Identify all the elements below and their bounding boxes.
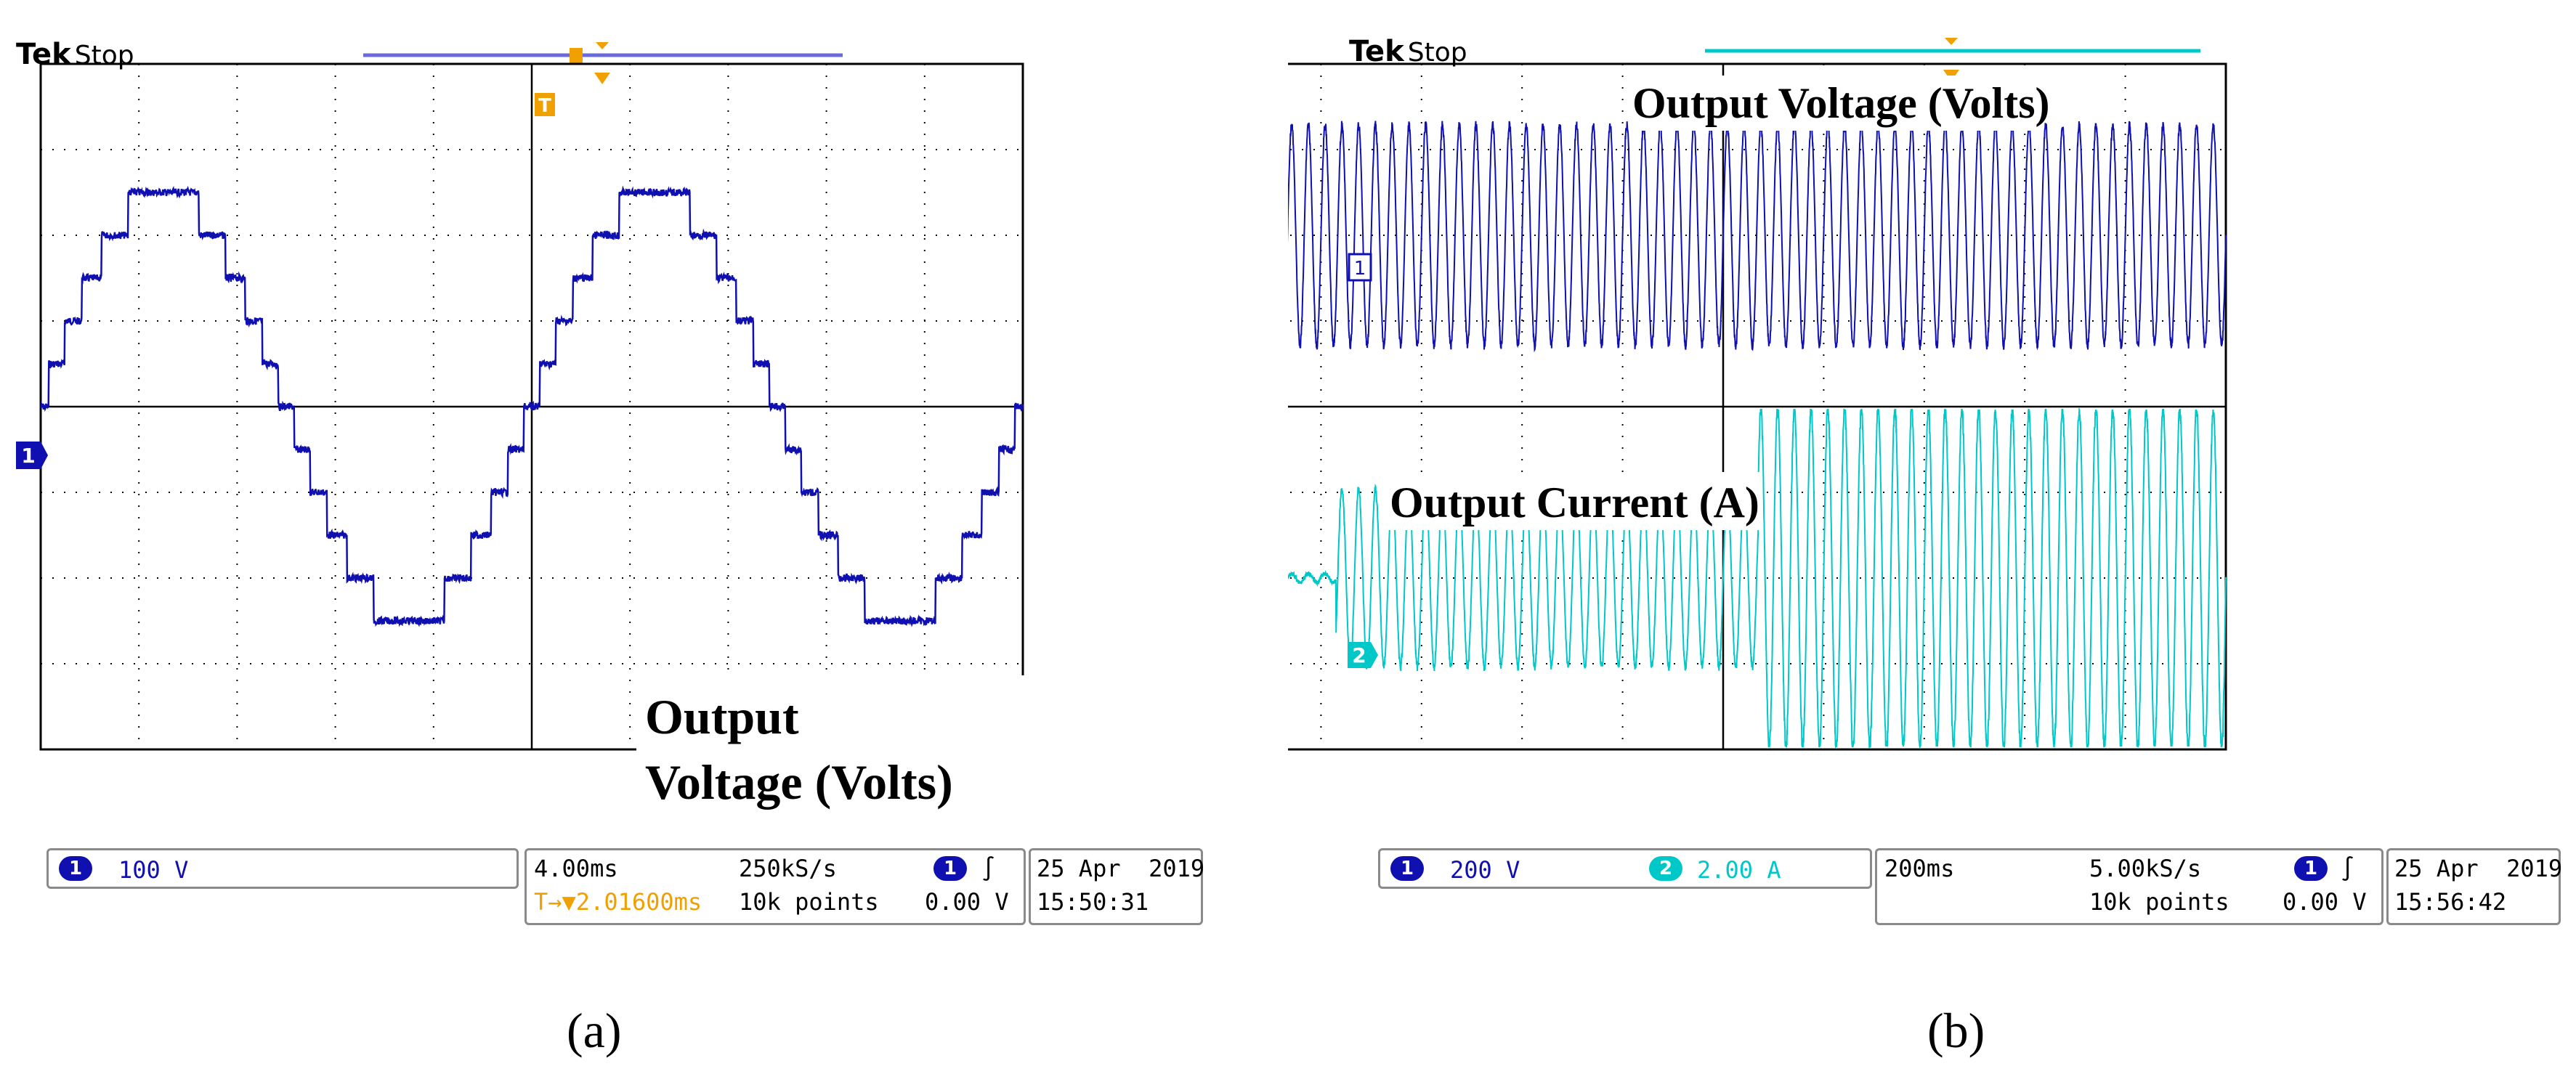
ch1-ground-marker-b: 1 <box>1348 253 1372 282</box>
acquisition-state: Stop <box>74 41 134 70</box>
output-voltage-label-line2: Voltage (Volts) <box>645 754 953 810</box>
record-length: 10k points <box>739 888 879 916</box>
record-length: 10k points <box>2089 888 2229 916</box>
trigger-level: 0.00 V <box>925 888 1009 916</box>
timebase-box-b: 200ms 5.00kS/s 10k points 1 ∫ 0.00 V <box>1875 848 2383 925</box>
label-backdrop-b1 <box>1629 76 2036 131</box>
output-voltage-label-line1: Output <box>645 689 799 744</box>
ch1-waveform <box>1288 119 2227 353</box>
ch2-trace-b <box>1288 407 2227 749</box>
caption-a: (a) <box>567 1003 622 1058</box>
ch1-scale: 200 V <box>1450 856 1520 884</box>
ch1-scale-box-a: 1 100 V <box>46 848 519 889</box>
ch1-badge: 1 <box>59 856 92 881</box>
timebase: 4.00ms <box>534 855 618 882</box>
label-backdrop-a <box>636 675 1029 842</box>
tek-header-b: Tek Stop <box>1349 35 1467 68</box>
trigger-channel-badge: 1 <box>933 856 967 881</box>
trigger-marker-a: T <box>535 93 555 117</box>
acquisition-state: Stop <box>1407 38 1467 68</box>
datetime-box-a: 25 Apr 2019 15:50:31 <box>1029 848 1205 925</box>
time: 15:56:42 <box>2394 888 2507 916</box>
tek-header-a: Tek Stop <box>16 38 134 71</box>
ch2-scale: 2.00 A <box>1697 856 1781 884</box>
datetime-box-b: 25 Apr 2019 15:56:42 <box>2386 848 2563 925</box>
timebase: 200ms <box>1884 855 1955 882</box>
output-voltage-label: Output Voltage (Volts) <box>1632 79 2050 127</box>
trigger-position-marker <box>570 48 583 64</box>
tek-brand: Tek <box>16 38 71 71</box>
ch2-badge: 2 <box>1649 856 1682 881</box>
trigger-channel-badge: 1 <box>2294 856 2328 881</box>
sample-rate: 250kS/s <box>739 855 837 882</box>
ch1-trace-b <box>1288 119 2227 353</box>
output-current-label: Output Current (A) <box>1390 479 1759 526</box>
label-backdrop-b2 <box>1382 472 1760 530</box>
ch1-trace-a <box>40 185 1024 627</box>
trigger-slope-icon: ∫ <box>2341 855 2355 882</box>
ch1-scale: 100 V <box>118 856 189 884</box>
oscilloscope-display-a: T 1 Output Voltage (Volts) <box>16 42 1029 842</box>
svg-text:1: 1 <box>1354 258 1366 280</box>
trigger-offset: T→▼2.01600ms <box>534 888 702 916</box>
trigger-level: 0.00 V <box>2283 888 2367 916</box>
trigger-slope-icon: ∫ <box>981 855 996 882</box>
ch1-waveform <box>40 185 1024 627</box>
ch2-waveform <box>1288 407 2227 749</box>
ch1-badge: 1 <box>1390 856 1424 881</box>
trigger-arrow-icon <box>594 73 610 84</box>
tek-brand: Tek <box>1349 35 1404 68</box>
svg-text:T: T <box>538 95 551 117</box>
panel-b: Tek Stop 1 2 Output Voltage (Volts) Outp… <box>1288 0 2576 1082</box>
caption-b: (b) <box>1927 1003 1985 1058</box>
sample-rate: 5.00kS/s <box>2089 855 2202 882</box>
date: 25 Apr 2019 <box>1037 855 1205 882</box>
ch1-ground-marker-a: 1 <box>16 442 48 469</box>
trigger-arrow-top-icon <box>1945 38 1958 45</box>
panel-a: Tek Stop T 1 Output Voltage (Volts) 1 10… <box>16 38 1205 1058</box>
channel-scale-box-b: 1 200 V 2 2.00 A <box>1378 848 1872 889</box>
ch2-ground-marker-b: 2 <box>1348 642 1378 668</box>
svg-text:2: 2 <box>1352 643 1366 667</box>
date: 25 Apr 2019 <box>2394 855 2563 882</box>
svg-text:1: 1 <box>21 444 35 468</box>
timebase-box-a: 4.00ms 250kS/s T→▼2.01600ms 10k points 1… <box>524 848 1026 925</box>
oscilloscope-display-b: 1 2 Output Voltage (Volts) Output Curren… <box>1288 38 2227 751</box>
trigger-arrow-top-icon <box>596 42 609 49</box>
time: 15:50:31 <box>1037 888 1149 916</box>
